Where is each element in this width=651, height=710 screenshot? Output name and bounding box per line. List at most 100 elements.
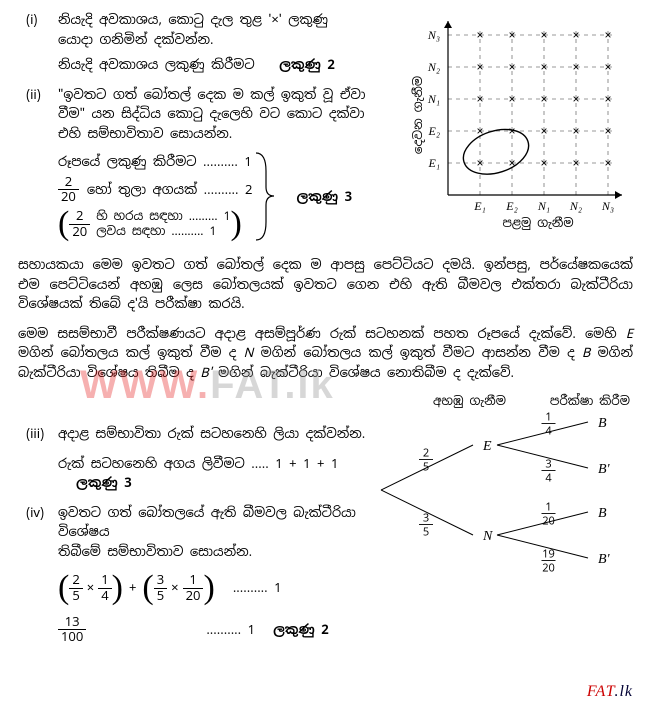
lparen-icon: ( bbox=[58, 207, 69, 241]
tree-svg: EN2535B14B'34B120B'1920 bbox=[373, 410, 633, 580]
qnum-ii: (ii) bbox=[18, 85, 58, 245]
svg-text:5: 5 bbox=[423, 461, 429, 475]
svg-text:N₃: N₃ bbox=[601, 199, 614, 213]
svg-text:3: 3 bbox=[545, 458, 551, 472]
svg-text:E₂: E₂ bbox=[505, 199, 518, 213]
qii-item1-txt: රූපයේ ලකුණු කිරීමට .......... 1 bbox=[58, 152, 252, 172]
question-i: (i) නියැදි අවකාශය, කොටු දැල තුළ '×' ලකුණ… bbox=[18, 10, 398, 75]
svg-text:×: × bbox=[604, 156, 611, 170]
qiii-txt: අදාළ සම්භාවිතා රුක් සටහනෙහි ලියා දක්වන්න… bbox=[58, 424, 367, 444]
qbody-iv: ඉවතට ගත් බෝතලයේ ඇති බීමවල බැක්ටීරියා විශ… bbox=[58, 503, 367, 645]
svg-text:N₁: N₁ bbox=[537, 199, 550, 213]
tree-h2: පරීක්ෂා කිරීම bbox=[550, 392, 630, 410]
svg-text:×: × bbox=[572, 156, 579, 170]
qbody-ii: "ඉවතට ගත් බෝතල් දෙක ම කල් ඉකුත් වූ ඒවා ව… bbox=[58, 85, 398, 245]
svg-text:N₃: N₃ bbox=[427, 28, 440, 42]
svg-text:×: × bbox=[508, 60, 515, 74]
svg-text:පළමු ගැනීම: පළමු ගැනීම bbox=[502, 215, 573, 231]
qii-item2: 2 20 හෝ තුලා අගයක් .......... 2 bbox=[58, 175, 252, 205]
qiv-eq1: ( 25 × 14 ) + ( 35 × 120 ) . bbox=[58, 571, 367, 605]
svg-text:×: × bbox=[476, 28, 483, 42]
qii-marks: ලකුණු 3 bbox=[296, 187, 352, 207]
grid-svg: ×××××××××××××××××××××××××E₁E₂N₁N₂N₃E₁E₂N… bbox=[408, 10, 633, 245]
qbody-i: නියැදි අවකාශය, කොටු දැල තුළ '×' ලකුණු යො… bbox=[58, 10, 398, 75]
qii-frac-b: 2 20 bbox=[69, 209, 90, 239]
brace bbox=[252, 149, 278, 244]
svg-text:×: × bbox=[540, 156, 547, 170]
svg-text:20: 20 bbox=[542, 515, 555, 529]
svg-text:×: × bbox=[508, 28, 515, 42]
qii-item2-txt: හෝ තුලා අගයක් .......... 2 bbox=[87, 180, 253, 200]
tree-diagram-col: අහඹු ගැනීම පරීක්ෂා කිරීම EN2535B14B'34B1… bbox=[373, 392, 633, 645]
qi-line2: යොදා ගනිමින් දක්වන්න. bbox=[58, 30, 398, 50]
tree-h1: අහඹු ගැනීම bbox=[433, 392, 506, 410]
svg-text:×: × bbox=[476, 92, 483, 106]
question-iv: (iv) ඉවතට ගත් බෝතලයේ ඇති බීමවල බැක්ටීරිය… bbox=[18, 503, 367, 645]
svg-text:E₂: E₂ bbox=[427, 124, 440, 138]
paragraph-2: මෙම සසම්භාවී පරීක්ෂණයට අදාළ අසම්පූර්ණ රු… bbox=[18, 324, 633, 383]
svg-text:×: × bbox=[540, 124, 547, 138]
svg-text:N₂: N₂ bbox=[427, 60, 440, 74]
svg-text:20: 20 bbox=[542, 562, 555, 576]
svg-text:5: 5 bbox=[423, 526, 429, 540]
qii-item3-lines: හි හරය සඳහා ......... 1 ලවය සඳහා .......… bbox=[96, 209, 230, 240]
question-ii: (ii) "ඉවතට ගත් බෝතල් දෙක ම කල් ඉකුත් වූ … bbox=[18, 85, 398, 245]
svg-text:1: 1 bbox=[545, 411, 551, 425]
svg-text:×: × bbox=[604, 92, 611, 106]
qnum-i: (i) bbox=[18, 10, 58, 75]
svg-text:B': B' bbox=[598, 462, 611, 477]
svg-text:×: × bbox=[540, 92, 547, 106]
svg-text:×: × bbox=[604, 28, 611, 42]
qii-item1: රූපයේ ලකුණු කිරීමට .......... 1 bbox=[58, 152, 252, 172]
qi-sub: නියැදි අවකාශය ලකුණු කිරීමට bbox=[58, 56, 255, 73]
svg-text:E₁: E₁ bbox=[427, 156, 440, 170]
svg-text:N₁: N₁ bbox=[427, 92, 440, 106]
svg-text:×: × bbox=[476, 156, 483, 170]
qi-line1: නියැදි අවකාශය, කොටු දැල තුළ '×' ලකුණු bbox=[58, 10, 398, 30]
qiii-marks: ලකුණු 3 bbox=[76, 474, 132, 491]
svg-text:×: × bbox=[604, 60, 611, 74]
left-column: (i) නියැදි අවකාශය, කොටු දැල තුළ '×' ලකුණ… bbox=[18, 10, 408, 245]
grid-plot: ×××××××××××××××××××××××××E₁E₂N₁N₂N₃E₁E₂N… bbox=[408, 10, 633, 245]
qi-marks-val: 2 bbox=[327, 56, 334, 73]
svg-text:E: E bbox=[482, 439, 492, 454]
svg-text:×: × bbox=[476, 60, 483, 74]
bottom-section: x (iii) අදාළ සම්භාවිතා රුක් සටහනෙහි ලියා… bbox=[18, 392, 633, 645]
svg-text:2: 2 bbox=[423, 447, 429, 461]
svg-text:4: 4 bbox=[545, 472, 552, 486]
svg-text:×: × bbox=[572, 28, 579, 42]
svg-text:B: B bbox=[598, 506, 607, 521]
svg-text:×: × bbox=[572, 124, 579, 138]
qnum-iv: (iv) bbox=[18, 503, 58, 645]
paragraph-1: සහායකයා මෙම ඉවතට ගත් බෝතල් දෙක ම ආපසු පෙ… bbox=[18, 255, 633, 314]
qii-items: රූපයේ ලකුණු කිරීමට .......... 1 2 20 හෝ … bbox=[58, 149, 252, 244]
svg-text:×: × bbox=[540, 28, 547, 42]
qi-sub-row: නියැදි අවකාශය ලකුණු කිරීමට ලකුණු 2 bbox=[58, 55, 398, 75]
qii-item3: ( 2 20 හි හරය සඳහා ......... 1 ලවය සඳහා … bbox=[58, 207, 252, 241]
qii-line2: වීම" යන සිද්ධිය කොටු දැලෙහි වට කොට දක්වා bbox=[58, 104, 398, 124]
svg-text:×: × bbox=[572, 60, 579, 74]
svg-text:N: N bbox=[482, 529, 493, 544]
qii-line1: "ඉවතට ගත් බෝතල් දෙක ම කල් ඉකුත් වූ ඒවා bbox=[58, 85, 398, 105]
question-iii: (iii) අදාළ සම්භාවිතා රුක් සටහනෙහි ලියා ද… bbox=[18, 424, 367, 493]
qii-frac-2-20: 2 20 bbox=[58, 175, 79, 205]
qii-paren-frac: ( 2 20 හි හරය සඳහා ......... 1 ලවය සඳහා … bbox=[58, 207, 242, 241]
qiv-line2: තිබීමේ සම්භාවිතාව සොයන්න. bbox=[58, 542, 367, 562]
svg-text:×: × bbox=[604, 124, 611, 138]
svg-text:දෙවන ගැනීම: දෙවන ගැනීම bbox=[410, 76, 426, 154]
qbody-iii: අදාළ සම්භාවිතා රුක් සටහනෙහි ලියා දක්වන්න… bbox=[58, 424, 367, 493]
qi-marks-label: ලකුණු bbox=[279, 56, 321, 73]
qii-marks-val: 3 bbox=[345, 188, 352, 205]
rparen-icon: ) bbox=[231, 207, 242, 241]
svg-text:1: 1 bbox=[545, 501, 551, 515]
top-section: (i) නියැදි අවකාශය, කොටු දැල තුළ '×' ලකුණ… bbox=[18, 10, 633, 245]
qii-line3: එහි සම්භාවිතාව සොයන්න. bbox=[58, 124, 398, 144]
qiv-line1: ඉවතට ගත් බෝතලයේ ඇති බීමවල බැක්ටීරියා විශ… bbox=[58, 503, 367, 542]
svg-text:×: × bbox=[508, 92, 515, 106]
svg-text:N₂: N₂ bbox=[569, 199, 582, 213]
svg-text:B': B' bbox=[598, 552, 611, 567]
svg-text:3: 3 bbox=[423, 512, 429, 526]
brace-icon bbox=[252, 149, 278, 244]
svg-text:×: × bbox=[540, 60, 547, 74]
footer-logo: FAT.lk bbox=[587, 680, 633, 704]
